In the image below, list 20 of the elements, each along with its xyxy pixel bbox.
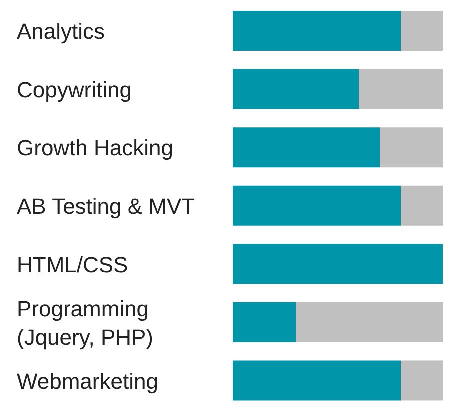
bar: [233, 244, 443, 284]
bar: [296, 302, 443, 342]
y-tick-label: HTML/CSS: [17, 252, 128, 277]
bar: [233, 186, 401, 226]
bar: [359, 69, 443, 110]
y-tick-label: Growth Hacking: [17, 135, 174, 160]
y-tick-label: Copywriting: [17, 76, 132, 102]
bar: [233, 11, 401, 51]
y-tick-label: Analytics: [17, 18, 106, 44]
bar: [401, 360, 443, 401]
bar: [401, 11, 443, 51]
bar: [401, 186, 443, 226]
bar: [233, 128, 380, 168]
bar: [233, 360, 401, 401]
y-tick-label: Webmarketing: [17, 368, 158, 394]
bar: [233, 69, 359, 110]
y-tick-label: Programming (Jquery, PHP): [17, 296, 154, 350]
y-tick-label: AB Testing & MVT: [17, 194, 196, 218]
bar: [380, 128, 443, 168]
bar: [233, 302, 296, 342]
